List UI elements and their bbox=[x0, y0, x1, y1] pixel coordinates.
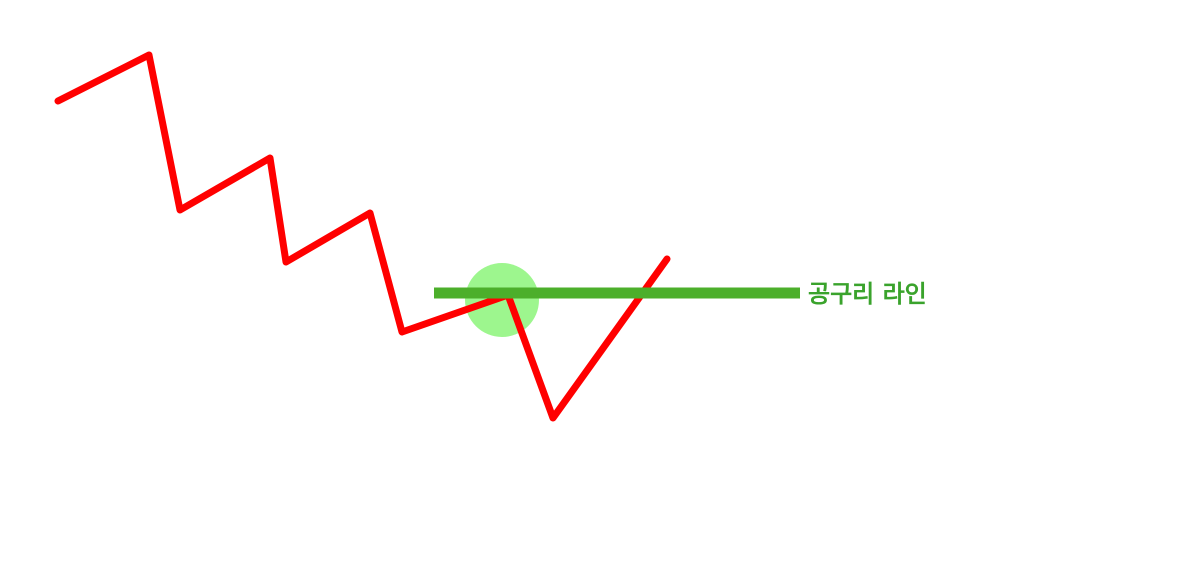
support-line-label: 공구리 라인 bbox=[808, 280, 927, 308]
price-path-line bbox=[54, 51, 671, 422]
